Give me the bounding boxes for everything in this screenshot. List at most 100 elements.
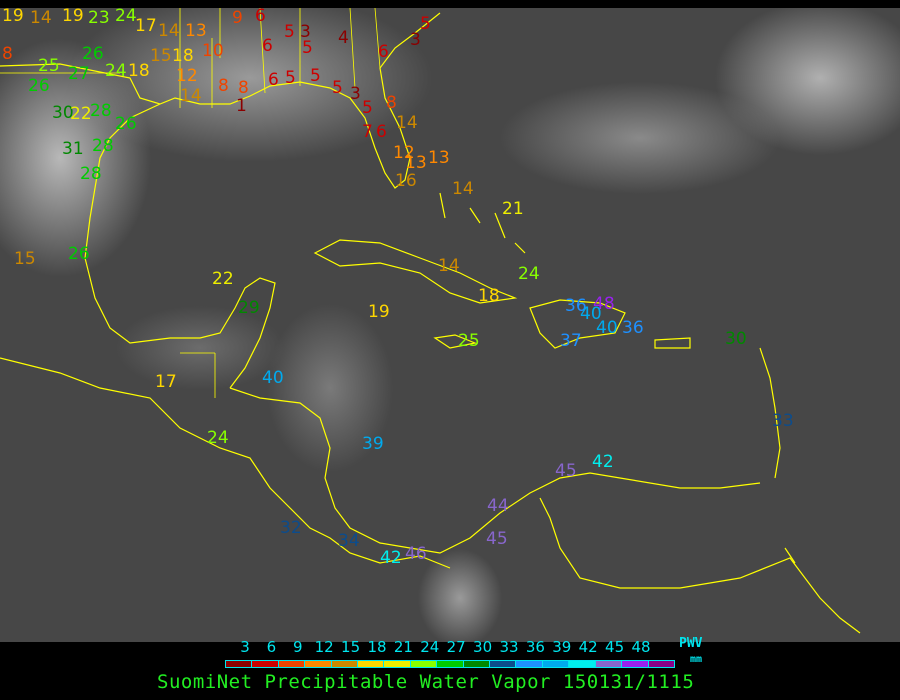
legend-swatch — [305, 661, 332, 667]
legend-swatch — [331, 661, 359, 667]
station-pwv-value: 14 — [180, 86, 202, 106]
station-pwv-value: 5 — [285, 68, 296, 88]
station-pwv-value: 10 — [202, 41, 224, 61]
south-america-coast — [539, 497, 861, 634]
station-pwv-value: 25 — [458, 331, 480, 351]
lesser-antilles — [759, 347, 796, 564]
station-pwv-value: 19 — [2, 6, 24, 26]
station-pwv-value: 12 — [393, 143, 415, 163]
legend-label: 27 — [446, 638, 466, 656]
legend-label: 42 — [578, 638, 598, 656]
station-pwv-value: 28 — [90, 101, 112, 121]
station-pwv-value: 31 — [62, 139, 84, 159]
legend-swatch — [358, 661, 385, 667]
station-pwv-value: 24 — [115, 6, 137, 26]
station-pwv-value: 34 — [338, 531, 360, 551]
station-pwv-value: 40 — [580, 304, 602, 324]
texas-mexico-coast — [84, 103, 276, 389]
station-pwv-value: 6 — [268, 70, 279, 90]
legend-swatch — [384, 661, 411, 667]
legend-label: 18 — [367, 638, 387, 656]
station-pwv-value: 40 — [596, 318, 618, 338]
station-pwv-value: 17 — [135, 16, 157, 36]
station-pwv-value: 13 — [428, 148, 450, 168]
station-pwv-value: 8 — [218, 76, 229, 96]
station-pwv-value: 42 — [592, 452, 614, 472]
bahamas — [439, 192, 526, 254]
legend-swatch — [516, 661, 543, 667]
station-pwv-value: 15 — [150, 46, 172, 66]
station-pwv-value: 6 — [378, 42, 389, 62]
station-pwv-value: 17 — [155, 372, 177, 392]
station-pwv-value: 13 — [185, 21, 207, 41]
legend-label: 45 — [605, 638, 625, 656]
station-pwv-value: 26 — [28, 76, 50, 96]
legend-label: 12 — [314, 638, 334, 656]
legend-swatch — [252, 661, 279, 667]
mexico-pacific-coast — [0, 357, 451, 569]
station-pwv-value: 25 — [38, 56, 60, 76]
station-pwv-value: 33 — [772, 411, 794, 431]
station-pwv-value: 24 — [105, 61, 127, 81]
station-pwv-value: 13 — [405, 153, 427, 173]
station-pwv-value: 24 — [518, 264, 540, 284]
station-pwv-value: 29 — [238, 298, 260, 318]
hispaniola — [529, 299, 626, 349]
legend-swatch — [622, 661, 649, 667]
station-pwv-value: 48 — [593, 294, 615, 314]
station-pwv-value: 21 — [502, 199, 524, 219]
station-pwv-value: 14 — [396, 113, 418, 133]
station-pwv-value: 6 — [262, 36, 273, 56]
station-pwv-value: 45 — [486, 529, 508, 549]
legend-swatch — [542, 661, 570, 667]
legend-swatch — [569, 661, 596, 667]
station-pwv-value: 30 — [725, 329, 747, 349]
station-pwv-value: 5 — [302, 38, 313, 58]
station-pwv-value: 39 — [362, 434, 384, 454]
station-pwv-value: 36 — [565, 296, 587, 316]
legend-swatch — [648, 661, 674, 667]
station-pwv-value: 18 — [172, 46, 194, 66]
legend-label: 3 — [240, 638, 250, 656]
station-pwv-value: 46 — [405, 544, 427, 564]
state-borders — [0, 8, 381, 398]
station-pwv-value: 15 — [14, 249, 36, 269]
station-pwv-value: 9 — [232, 8, 243, 28]
station-pwv-value: 5 — [284, 22, 295, 42]
station-pwv-value: 14 — [452, 179, 474, 199]
station-pwv-value: 24 — [207, 428, 229, 448]
station-pwv-value: 36 — [622, 318, 644, 338]
station-pwv-value: 27 — [68, 64, 90, 84]
coastline-overlay — [0, 8, 861, 634]
legend-swatch — [410, 661, 438, 667]
legend-swatch — [463, 661, 491, 667]
legend-label: 21 — [393, 638, 413, 656]
station-pwv-value: 5 — [362, 98, 373, 118]
station-pwv-value: 32 — [280, 518, 302, 538]
legend-label: 33 — [499, 638, 519, 656]
legend-label: 24 — [420, 638, 440, 656]
legend-label: 48 — [631, 638, 651, 656]
station-pwv-value: 6 — [376, 122, 387, 142]
legend-swatch — [278, 661, 306, 667]
jamaica — [433, 334, 478, 349]
station-pwv-value: 8 — [2, 44, 13, 64]
station-pwv-value: 22 — [212, 269, 234, 289]
station-pwv-value: 8 — [386, 93, 397, 113]
station-pwv-value: 14 — [30, 8, 52, 28]
station-pwv-value: 3 — [350, 84, 361, 104]
station-pwv-value: 18 — [478, 286, 500, 306]
legend-label: 6 — [266, 638, 277, 656]
station-pwv-value: 26 — [82, 44, 104, 64]
legend-swatch — [595, 661, 623, 667]
station-pwv-value: 14 — [158, 21, 180, 41]
legend-unit-label: PWV — [679, 636, 703, 651]
station-pwv-value: 26 — [115, 114, 137, 134]
legend-swatch — [490, 661, 517, 667]
legend-label: 15 — [341, 638, 361, 656]
station-pwv-value: 37 — [560, 331, 582, 351]
cuba — [313, 239, 518, 304]
station-pwv-value: 12 — [176, 66, 198, 86]
station-pwv-value: 42 — [380, 548, 402, 568]
